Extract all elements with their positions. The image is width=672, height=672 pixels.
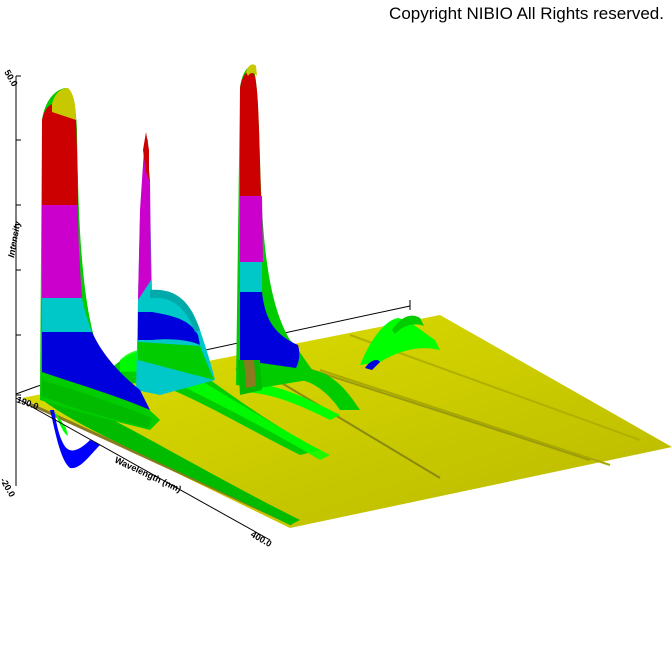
x-end-label: 400.0	[249, 529, 274, 549]
z-axis-title: Intensity	[6, 219, 22, 258]
peak-2	[136, 132, 215, 395]
front-edge	[15, 397, 271, 541]
peak-4	[360, 315, 440, 370]
z-axis-ticks	[16, 75, 21, 396]
z-max-label: 50.0	[2, 68, 19, 88]
peak-1	[40, 88, 160, 469]
copyright-notice: Copyright NIBIO All Rights reserved.	[389, 4, 664, 23]
floor-left-line	[15, 385, 39, 395]
z-min-label: -20.0	[0, 476, 17, 499]
peak-3	[236, 64, 320, 395]
